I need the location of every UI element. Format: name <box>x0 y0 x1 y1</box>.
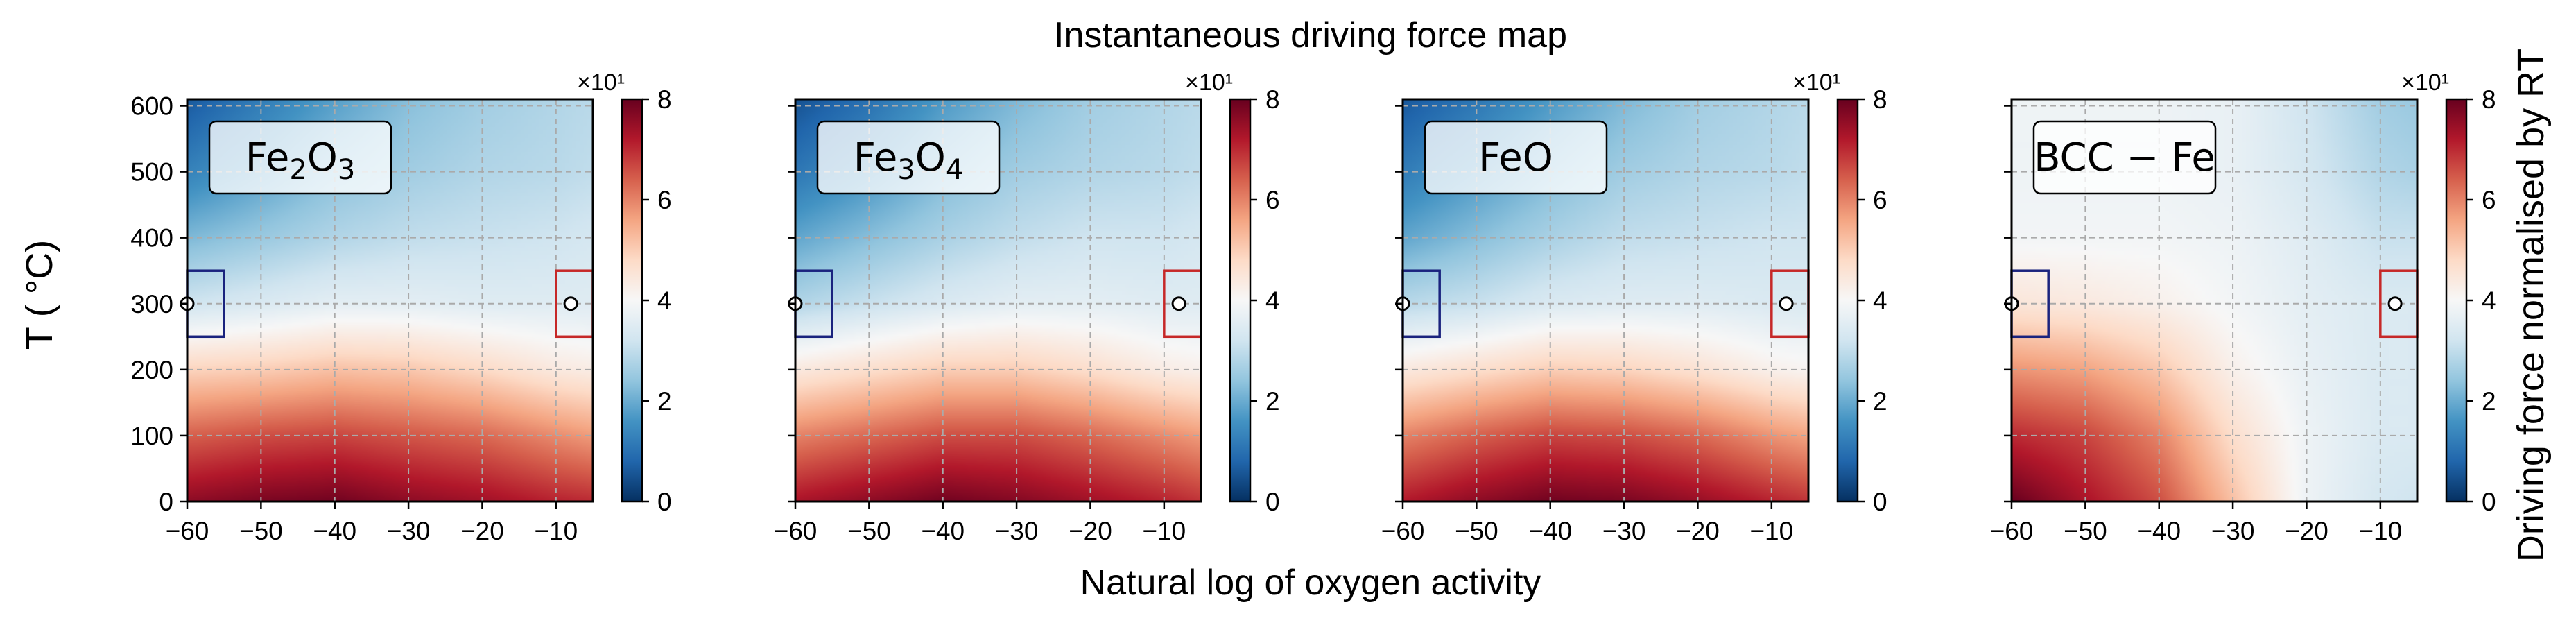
axes-frame <box>2010 98 2419 503</box>
colorbar-tick-label: 2 <box>657 387 672 416</box>
axes-frame <box>794 98 1202 503</box>
x-tick-label: −40 <box>313 517 356 545</box>
colorbar-tick-label: 8 <box>1873 85 1887 114</box>
axes-frame <box>186 98 594 503</box>
marker-point <box>2387 296 2403 311</box>
colorbar-offset-text: ×10¹ <box>2401 69 2449 96</box>
y-tick-label: 600 <box>130 92 173 121</box>
y-tick-label: 100 <box>130 422 173 450</box>
phase-label: Fe2O3 <box>245 135 356 186</box>
x-tick-label: −10 <box>1749 517 1793 545</box>
colorbar-tick-label: 0 <box>657 488 672 516</box>
phase-label: BCC − Fe <box>2034 135 2215 180</box>
colorbar-tick-label: 6 <box>2482 186 2496 214</box>
panel-1: −60 −50 −40 −30 −20 −10 0 100 200 300 400 500 600 Fe2… <box>130 69 671 545</box>
x-tick-label: −30 <box>995 517 1039 545</box>
y-tick-label: 500 <box>130 158 173 187</box>
x-tick-label: −40 <box>1528 517 1572 545</box>
x-tick-label: −30 <box>2211 517 2255 545</box>
x-tick-label: −60 <box>1990 517 2034 545</box>
x-tick-label: −50 <box>239 517 283 545</box>
colorbar-tick-label: 4 <box>1873 286 1887 315</box>
colorbar-tick-label: 0 <box>1265 488 1280 516</box>
colorbar-tick-label: 2 <box>1873 387 1887 416</box>
x-tick-label: −60 <box>774 517 818 545</box>
x-tick-label: −30 <box>387 517 431 545</box>
x-tick-label: −10 <box>534 517 578 545</box>
y-tick-label: 0 <box>159 488 173 516</box>
x-tick-label: −50 <box>2064 517 2107 545</box>
phase-label: Fe3O4 <box>854 135 964 186</box>
figure-title: Instantaneous driving force map <box>1054 15 1567 55</box>
x-tick-label: −60 <box>1381 517 1425 545</box>
colorbar-label: Driving force normalised by RT <box>2510 49 2552 562</box>
axes-frame <box>1401 98 1810 503</box>
phase-label-box <box>816 120 1001 195</box>
colorbar-tick-label: 0 <box>1873 488 1887 516</box>
y-tick-label: 400 <box>130 224 173 252</box>
colorbar-tick-label: 6 <box>1873 186 1887 214</box>
colorbar <box>2445 98 2468 503</box>
y-tick-label: 300 <box>130 290 173 318</box>
x-tick-label: −40 <box>2137 517 2181 545</box>
colorbar-tick-label: 2 <box>1265 387 1280 416</box>
colorbar-tick-label: 4 <box>1265 286 1280 315</box>
x-tick-label: −30 <box>1602 517 1646 545</box>
marker-point <box>563 296 578 311</box>
colorbar-tick-label: 8 <box>1265 85 1280 114</box>
colorbar <box>1229 98 1252 503</box>
phase-label-box <box>208 120 392 195</box>
phase-label-box <box>1424 120 1608 195</box>
panels: −60 −50 −40 −30 −20 −100100200300400500600Fe2… <box>130 69 2496 545</box>
x-tick-label: −10 <box>1142 517 1186 545</box>
phase-label: FeO <box>1478 135 1553 180</box>
panel-3: −60 −50 −40 −30 −20 −10 FeO 0 2 4 6 8 ×10¹ <box>1381 69 1887 545</box>
colorbar-tick-label: 4 <box>657 286 672 315</box>
y-axis-label: T ( °C) <box>19 240 60 350</box>
colorbar <box>1836 98 1859 503</box>
x-axis-label: Natural log of oxygen activity <box>1080 563 1541 603</box>
colorbar-tick-label: 8 <box>2482 85 2496 114</box>
x-tick-label: −20 <box>1069 517 1112 545</box>
colorbar-offset-text: ×10¹ <box>1792 69 1840 96</box>
x-tick-label: −50 <box>1455 517 1498 545</box>
x-tick-label: −10 <box>2358 517 2402 545</box>
x-tick-label: −50 <box>847 517 891 545</box>
colorbar-offset-text: ×10¹ <box>1185 69 1233 96</box>
colorbar-tick-label: 0 <box>2482 488 2496 516</box>
x-tick-label: −60 <box>166 517 209 545</box>
x-tick-label: −20 <box>460 517 504 545</box>
colorbar-tick-label: 4 <box>2482 286 2496 315</box>
x-tick-label: −20 <box>1676 517 1720 545</box>
colorbar-tick-label: 2 <box>2482 387 2496 416</box>
marker-point <box>1171 296 1186 311</box>
marker-point <box>1779 296 1794 311</box>
panel-2: −60 −50 −40 −30 −20 −10 Fe3O4 0 2 4 6 8 ×10¹ <box>774 69 1280 545</box>
colorbar-tick-label: 6 <box>1265 186 1280 214</box>
x-tick-label: −20 <box>2285 517 2328 545</box>
panel-4: −60 −50 −40 −30 −20 −10 BCC − Fe 0 2 4 6 8 ×10¹ <box>1990 69 2496 545</box>
y-tick-label: 200 <box>130 356 173 384</box>
x-tick-label: −40 <box>921 517 965 545</box>
colorbar-tick-label: 6 <box>657 186 672 214</box>
colorbar-tick-label: 8 <box>657 85 672 114</box>
colorbar-offset-text: ×10¹ <box>577 69 625 96</box>
phase-label-box <box>2032 120 2217 195</box>
colorbar <box>621 98 643 503</box>
